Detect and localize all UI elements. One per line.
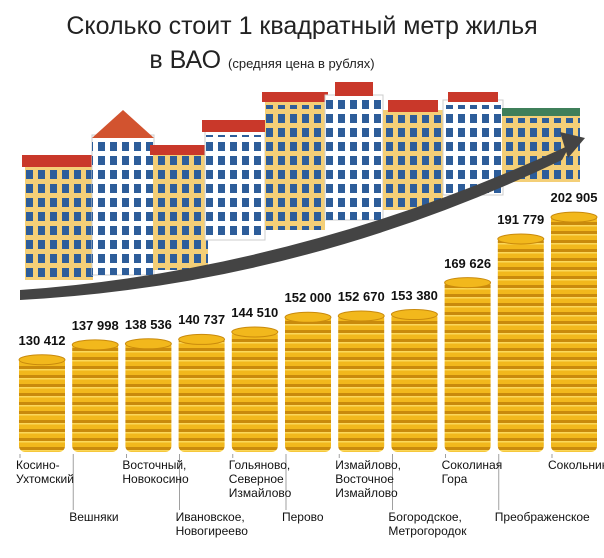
value-label: 138 536 — [124, 316, 172, 332]
value-label: 169 626 — [444, 255, 492, 271]
coin-top — [284, 311, 332, 323]
coin-stack — [497, 236, 544, 452]
x-tick-label: Соколиная Гора — [441, 458, 503, 486]
x-tick-label: Богородское, Метрогородок — [388, 510, 467, 538]
x-tick-label: Преображенское — [494, 510, 590, 524]
coin-top — [18, 354, 66, 366]
x-tick-label: Сокольники — [548, 458, 604, 472]
coin-stack — [231, 329, 278, 452]
coin-stack — [391, 311, 438, 452]
coin-top — [178, 333, 226, 345]
x-tick-label: Ивановское, Новогиреево — [175, 510, 248, 538]
coin-top — [497, 233, 545, 245]
value-label: 153 380 — [390, 287, 438, 303]
value-label: 140 737 — [178, 312, 226, 328]
coin-top — [124, 338, 172, 350]
value-label: 137 998 — [71, 317, 119, 333]
coin-stack — [338, 312, 385, 452]
buildings — [20, 82, 585, 300]
title: Сколько стоит 1 квадратный метр жилья — [66, 12, 538, 40]
value-label: 202 905 — [550, 190, 598, 206]
coin-stack — [125, 340, 172, 452]
coin-top — [231, 326, 279, 338]
coin-top — [337, 310, 385, 322]
value-label: 144 510 — [231, 305, 279, 320]
title-line2: в ВАО — [149, 46, 222, 74]
x-tick-label: Гольяново, Северное Измайлово — [228, 458, 292, 500]
subtitle: (средняя цена в рублях) — [228, 56, 375, 71]
coin-stack — [551, 214, 597, 452]
x-tick-label: Вешняки — [69, 510, 119, 524]
coin-stack — [178, 336, 225, 452]
x-tick-label: Косино- Ухтомский — [16, 458, 74, 486]
value-label: 152 670 — [337, 288, 385, 304]
x-tick-label: Измайлово, Восточное Измайлово — [335, 458, 401, 500]
coin-stack — [72, 341, 119, 452]
coin-top — [444, 277, 492, 289]
x-tick-label: Восточный, Новокосино — [122, 458, 189, 486]
coin-top — [390, 309, 438, 321]
value-label: 152 000 — [284, 290, 332, 306]
coin-stack — [19, 356, 65, 452]
coin-top — [71, 339, 119, 351]
value-label: 191 779 — [497, 212, 545, 227]
coin-stack — [444, 279, 491, 452]
coin-top — [550, 211, 598, 223]
x-tick-label: Перово — [282, 510, 324, 524]
coin-stack — [285, 314, 331, 452]
title-line: в ВАО (средняя цена в рублях) — [0, 46, 564, 75]
value-label: 130 412 — [18, 332, 66, 348]
